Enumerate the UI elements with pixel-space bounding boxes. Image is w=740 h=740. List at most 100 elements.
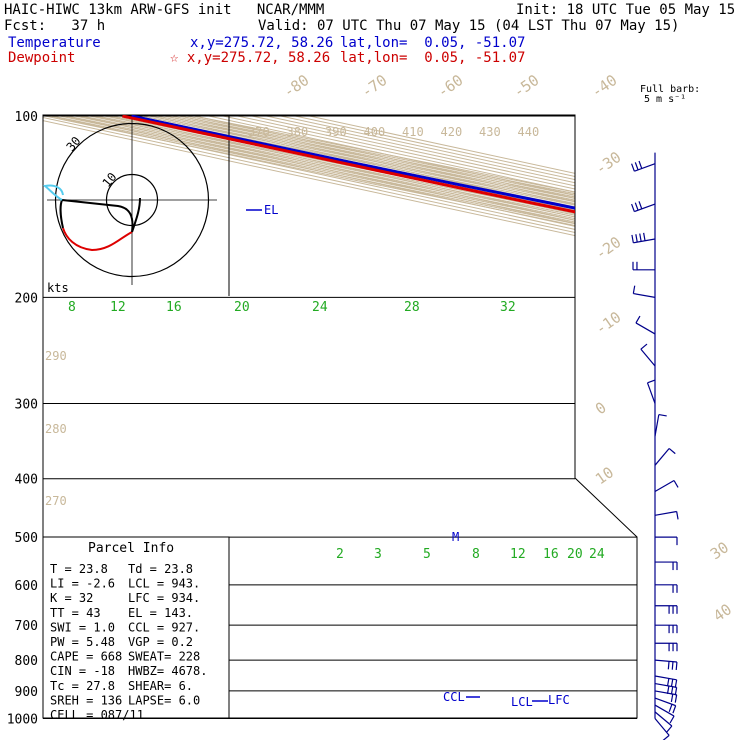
mixing-ratio-label: 16 [543,547,559,562]
isotherm-label: -10 [592,308,625,338]
parcel-info-row-right: EL = 143. [128,606,193,620]
dewpoint-legend: Dewpoint [8,50,76,66]
wind-barb-flag [638,160,643,169]
parcel-info-row-right: LCL = 943. [128,577,200,591]
parcel-info-row-left: CAPE = 668 [50,650,122,664]
wind-barb-flag [668,448,676,455]
parcel-info-row-left: K = 32 [50,591,93,605]
lfc-marker-label: LFC [548,693,570,707]
wind-barb-flag [670,679,674,688]
wind-barb [634,203,656,213]
wind-barb [634,163,656,172]
isotherm-label: -50 [510,71,543,101]
dry-adiabat-line [164,115,637,718]
wind-barb-flag [634,162,639,171]
wind-barb [635,322,656,335]
mixing-ratio-label: 32 [500,300,516,315]
wind-barb [654,448,670,466]
theta-label: 380 [287,125,309,139]
wind-barb-flag [666,725,673,733]
hodograph-trace-upper [42,184,64,201]
wind-barb [654,711,673,727]
wind-barb-flag [632,285,636,294]
wind-barb [654,718,670,736]
hodograph-trace-mid [59,197,141,233]
isotherm-label: -80 [280,71,313,101]
wind-barb-flag [631,203,635,212]
mixing-ratio-label: 3 [374,547,382,562]
parcel-info-row-right: Td = 23.8 [128,562,193,576]
isotherm-label: -30 [592,148,625,178]
parcel-info-row-left: LI = -2.6 [50,577,115,591]
isotherm-line [251,115,637,718]
wind-barb-flag [672,705,677,714]
dry-adiabat-line [141,115,637,718]
wind-barb [646,382,656,404]
wind-barb [654,704,675,717]
isotherm-line [79,115,637,718]
theta-label: 430 [479,125,501,139]
parcel-info-row-right: VGP = 0.2 [128,635,193,649]
pressure-tick-label: 800 [15,654,38,669]
temperature-legend: Temperature [8,35,101,51]
wind-barb-flag [631,163,635,172]
dewpoint-xy: ☆ x,y=275.72, 58.26 [170,50,331,66]
wind-barb-flag [635,234,638,243]
isotherm-label: 0 [592,398,610,418]
isotherm-line [266,115,637,718]
mixing-ratio-label: 5 [423,547,431,562]
parcel-info-title: Parcel Info [88,541,174,556]
parcel-info-row-left: Tc = 27.8 [50,679,115,693]
wind-barb [654,697,676,707]
wind-barb-flag [674,694,678,703]
wind-barb-flag [676,511,679,520]
theta-label: 390 [325,125,347,139]
theta-label: 420 [441,125,463,139]
parcel-info-row-left: CIN = -18 [50,664,115,678]
isotherm-line [208,115,637,718]
mixing-ratio-label: 24 [312,300,328,315]
dewpoint-latlon: lat,lon= 0.05, -51.07 [340,50,526,66]
isotherm-line [223,115,637,718]
theta-label: 410 [402,125,424,139]
hodograph-ring-label: 30 [64,134,84,154]
mixing-ratio-label: 20 [234,300,250,315]
wind-barb-flag [638,201,643,210]
parcel-info-row-left: SREH = 136 [50,693,122,707]
temperature-latlon: lat,lon= 0.05, -51.07 [340,35,526,51]
wind-barb-flag [666,678,670,687]
wind-barb-flag [635,315,641,324]
pressure-tick-label: 900 [15,685,38,700]
theta-label: 400 [364,125,386,139]
isotherm-label: 40 [710,600,735,625]
parcel-info-row-left: CELL = 087/11 [50,708,144,722]
mixing-ratio-label: 2 [336,547,344,562]
valid-time: Valid: 07 UTC Thu 07 May 15 (04 LST Thu … [258,18,680,34]
pressure-tick-label: 400 [15,473,38,488]
temperature-xy: x,y=275.72, 58.26 [190,35,334,51]
pressure-tick-label: 600 [15,579,38,594]
theta-label: 270 [45,494,67,508]
mixing-ratio-label: 12 [510,547,526,562]
parcel-info-row-left: TT = 43 [50,606,101,620]
isotherm-line [165,115,637,718]
wind-barb-flag [658,413,667,417]
hodograph-trace-low [62,227,133,252]
wind-barb-flag [668,704,673,712]
isotherm-label: -70 [358,71,391,101]
parcel-info-row-right: SWEAT= 228 [128,650,200,664]
parcel-info-row-right: CCL = 927. [128,620,200,634]
wind-barb [654,675,677,681]
lcl-marker-label: LCL [511,695,533,709]
wind-barb-flag [639,233,642,242]
theta-label: 370 [248,125,270,139]
mixing-ratio-label: 8 [472,547,480,562]
dry-adiabat-line [149,115,637,718]
wind-barb [640,348,656,367]
isotherm-label: -40 [588,71,621,101]
wind-barb-flag [634,202,639,211]
wind-barb-flag [667,661,670,670]
isotherm-label: 30 [707,538,732,563]
parcel-info-row-right: HWBZ= 4678. [128,664,207,678]
